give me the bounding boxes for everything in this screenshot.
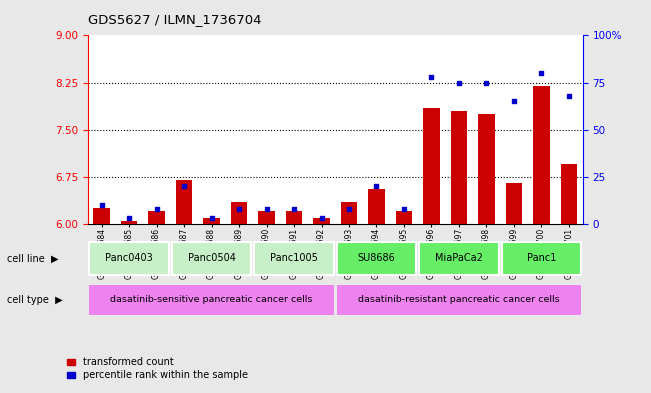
Bar bbox=[478, 114, 495, 224]
Bar bbox=[176, 180, 192, 224]
Point bbox=[481, 79, 492, 86]
Bar bbox=[148, 211, 165, 224]
Bar bbox=[313, 218, 330, 224]
Point bbox=[508, 98, 519, 105]
Text: dasatinib-sensitive pancreatic cancer cells: dasatinib-sensitive pancreatic cancer ce… bbox=[111, 295, 312, 304]
Bar bbox=[172, 242, 251, 275]
Text: dasatinib-resistant pancreatic cancer cells: dasatinib-resistant pancreatic cancer ce… bbox=[358, 295, 560, 304]
Point bbox=[399, 206, 409, 212]
Point bbox=[454, 79, 464, 86]
Bar bbox=[501, 242, 581, 275]
Bar bbox=[231, 202, 247, 224]
Text: Panc1005: Panc1005 bbox=[270, 253, 318, 263]
Text: Panc0403: Panc0403 bbox=[105, 253, 153, 263]
Point bbox=[124, 215, 134, 222]
Bar bbox=[506, 183, 522, 224]
Point bbox=[206, 215, 217, 222]
Bar bbox=[419, 242, 499, 275]
Bar bbox=[89, 242, 169, 275]
Text: GDS5627 / ILMN_1736704: GDS5627 / ILMN_1736704 bbox=[88, 13, 262, 26]
Point bbox=[261, 206, 271, 212]
Bar bbox=[258, 211, 275, 224]
Text: Panc0504: Panc0504 bbox=[187, 253, 236, 263]
Point bbox=[234, 206, 244, 212]
Point bbox=[179, 183, 189, 189]
Point bbox=[289, 206, 299, 212]
Point bbox=[316, 215, 327, 222]
Text: cell type  ▶: cell type ▶ bbox=[7, 295, 62, 305]
Point bbox=[536, 70, 547, 76]
Text: Panc1: Panc1 bbox=[527, 253, 556, 263]
Text: SU8686: SU8686 bbox=[357, 253, 395, 263]
Bar bbox=[89, 285, 334, 315]
Point bbox=[371, 183, 381, 189]
Bar bbox=[561, 164, 577, 224]
Bar bbox=[396, 211, 412, 224]
Bar bbox=[337, 242, 417, 275]
Point bbox=[152, 206, 162, 212]
Bar bbox=[450, 111, 467, 224]
Bar bbox=[423, 108, 439, 224]
Bar bbox=[337, 285, 581, 315]
Text: cell line  ▶: cell line ▶ bbox=[7, 253, 58, 263]
Text: MiaPaCa2: MiaPaCa2 bbox=[435, 253, 483, 263]
Legend: transformed count, percentile rank within the sample: transformed count, percentile rank withi… bbox=[63, 354, 252, 384]
Bar bbox=[340, 202, 357, 224]
Bar bbox=[93, 208, 110, 224]
Point bbox=[344, 206, 354, 212]
Bar bbox=[254, 242, 334, 275]
Bar bbox=[368, 189, 385, 224]
Bar bbox=[533, 86, 549, 224]
Point bbox=[426, 74, 437, 80]
Point bbox=[96, 202, 107, 208]
Bar bbox=[286, 211, 302, 224]
Bar bbox=[203, 218, 220, 224]
Point bbox=[564, 93, 574, 99]
Bar bbox=[121, 221, 137, 224]
